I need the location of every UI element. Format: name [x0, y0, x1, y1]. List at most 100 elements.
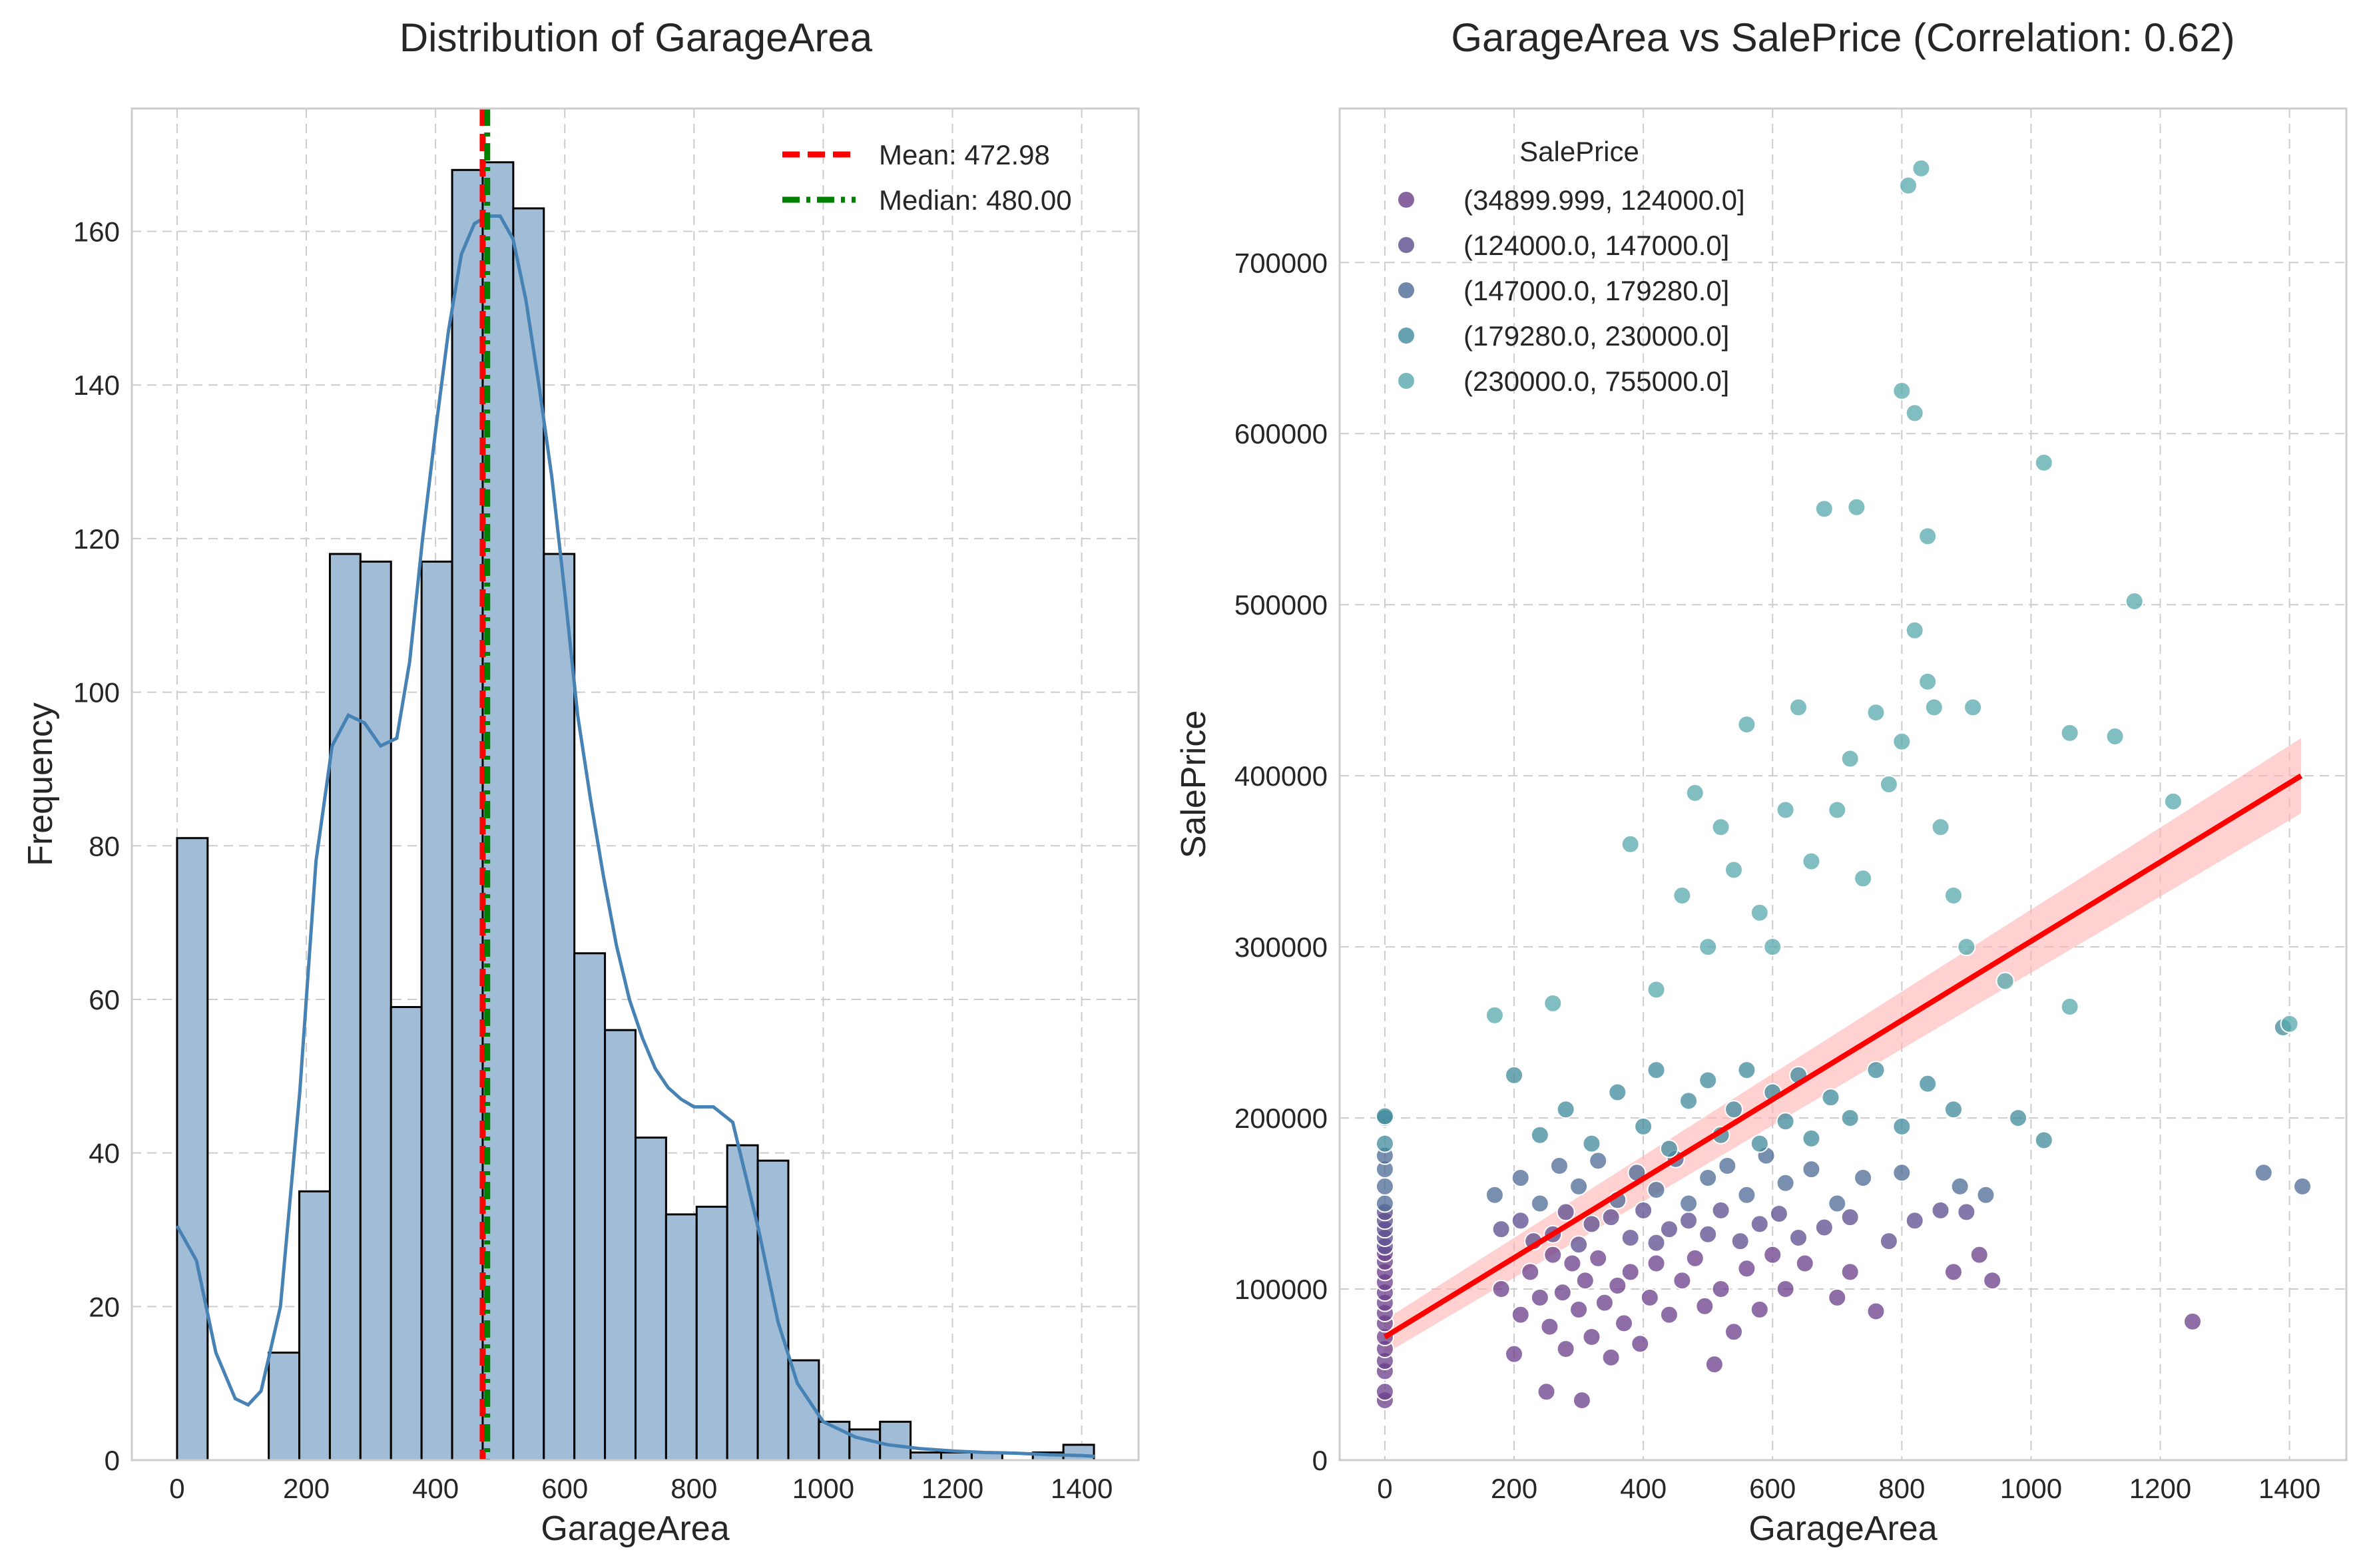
scatter-point	[1569, 1235, 1589, 1254]
scatter-point	[1854, 1169, 1873, 1188]
x-tick-label: 1200	[2129, 1473, 2191, 1504]
scatter-point	[1983, 1271, 2002, 1290]
scatter-point	[1892, 1117, 1912, 1136]
histogram-bar	[848, 1428, 882, 1461]
scatter-point	[1795, 1254, 1814, 1273]
scatter-point	[1540, 1317, 1559, 1336]
legend-label: (179280.0, 230000.0]	[1463, 320, 1729, 352]
scatter-point	[1944, 886, 1963, 906]
scatter-point	[1814, 1218, 1834, 1237]
scatter-point	[1375, 1194, 1394, 1213]
scatter-point	[1589, 1151, 1608, 1171]
scatter-point	[1776, 800, 1795, 820]
scatter-point	[1543, 1245, 1563, 1264]
scatter-point	[1944, 1100, 1963, 1119]
legend-label: Median: 480.00	[879, 184, 1072, 216]
y-tick-label: 300000	[1234, 931, 1328, 963]
scatter-point	[1685, 1248, 1705, 1268]
scatter-point	[2060, 723, 2079, 742]
x-tick-label: 800	[670, 1473, 717, 1504]
scatter-point	[1673, 1271, 1692, 1290]
kde-curve	[175, 214, 1095, 1458]
scatter-point	[1699, 1224, 1718, 1244]
y-tick-label: 60	[89, 984, 120, 1015]
legend-marker	[1398, 282, 1414, 298]
legend-title: SalePrice	[1519, 136, 1639, 167]
scatter-point	[1601, 1348, 1621, 1367]
x-tick-label: 0	[1377, 1473, 1392, 1504]
scatter-point	[1750, 1300, 1769, 1319]
scatter-point	[1695, 1296, 1714, 1316]
scatter-point	[1750, 903, 1769, 922]
scatter-point	[1724, 860, 1743, 880]
scatter-point	[1711, 818, 1730, 837]
scatter-point	[1375, 1107, 1394, 1126]
scatter-point	[1737, 1185, 1756, 1204]
scatter-point	[1647, 1254, 1666, 1273]
scatter-point	[1840, 1208, 1860, 1227]
scatter-point	[1582, 1214, 1601, 1234]
y-tick-label: 80	[89, 830, 120, 862]
legend-label: (34899.999, 124000.0]	[1463, 184, 1745, 216]
scatter-point	[1970, 1245, 1989, 1264]
scatter-point	[1647, 1180, 1666, 1199]
histogram-bar	[664, 1213, 698, 1461]
scatter-point	[2293, 1176, 2312, 1196]
scatter-point	[1899, 176, 1918, 195]
y-tick-label: 100000	[1234, 1274, 1328, 1305]
scatter-point	[1918, 1074, 1938, 1093]
scatter-point	[1821, 1088, 1840, 1107]
scatter-point	[1750, 1214, 1769, 1234]
y-tick-label: 140	[73, 370, 120, 401]
y-tick-label: 400000	[1234, 760, 1328, 792]
scatter-point	[1718, 1157, 1737, 1176]
scatter-point	[1659, 1305, 1679, 1324]
scatter-point	[1866, 1302, 1886, 1321]
scatter-point	[1537, 1382, 1556, 1402]
scatter-point	[1828, 800, 1847, 820]
scatter-point	[1912, 158, 1931, 178]
legend-marker	[1398, 237, 1414, 253]
histogram-bar	[390, 1005, 423, 1461]
scatter-point	[1556, 1202, 1575, 1222]
scatter-point	[1679, 1211, 1699, 1230]
x-tick-label: 200	[1491, 1473, 1537, 1504]
scatter-point	[1556, 1100, 1575, 1119]
y-tick-label: 700000	[1234, 247, 1328, 278]
scatter-point	[1931, 1200, 1950, 1220]
x-tick-label: 800	[1878, 1473, 1925, 1504]
scatter-point	[1866, 1061, 1886, 1080]
scatter-point	[1521, 1262, 1540, 1282]
histogram-bar	[910, 1451, 943, 1461]
scatter-point	[1608, 1276, 1627, 1295]
histogram-bar	[634, 1137, 667, 1461]
x-tick-label: 1000	[792, 1473, 854, 1504]
scatter-point	[1647, 1061, 1666, 1080]
scatter-point	[1737, 1259, 1756, 1278]
scatter-point	[1511, 1169, 1530, 1188]
legend-marker	[1398, 373, 1414, 389]
scatter-point	[1485, 1185, 1504, 1204]
y-tick-label: 120	[73, 523, 120, 555]
histogram-bar	[176, 837, 209, 1461]
scatter-point	[1595, 1293, 1614, 1312]
regression-line	[1383, 773, 2303, 1340]
histogram-bar	[298, 1190, 331, 1461]
chart-title: Distribution of GarageArea	[399, 15, 873, 60]
y-tick-label: 160	[73, 216, 120, 248]
scatter-point	[1840, 1262, 1860, 1282]
scatter-point	[1659, 1220, 1679, 1239]
scatter-point	[1556, 1339, 1575, 1358]
scatter-point	[1776, 1173, 1795, 1192]
x-tick-label: 0	[169, 1473, 184, 1504]
scatter-point	[1789, 698, 1808, 717]
scatter-point	[1491, 1220, 1511, 1239]
scatter-point	[1634, 1200, 1653, 1220]
y-axis-label: Frequency	[21, 702, 60, 866]
scatter-point	[1840, 749, 1860, 768]
scatter-point	[1750, 1134, 1769, 1153]
scatter-point	[1802, 1160, 1821, 1179]
histogram-bar	[1062, 1443, 1095, 1461]
histogram-bar	[940, 1451, 973, 1461]
scatter-point	[2034, 453, 2053, 472]
